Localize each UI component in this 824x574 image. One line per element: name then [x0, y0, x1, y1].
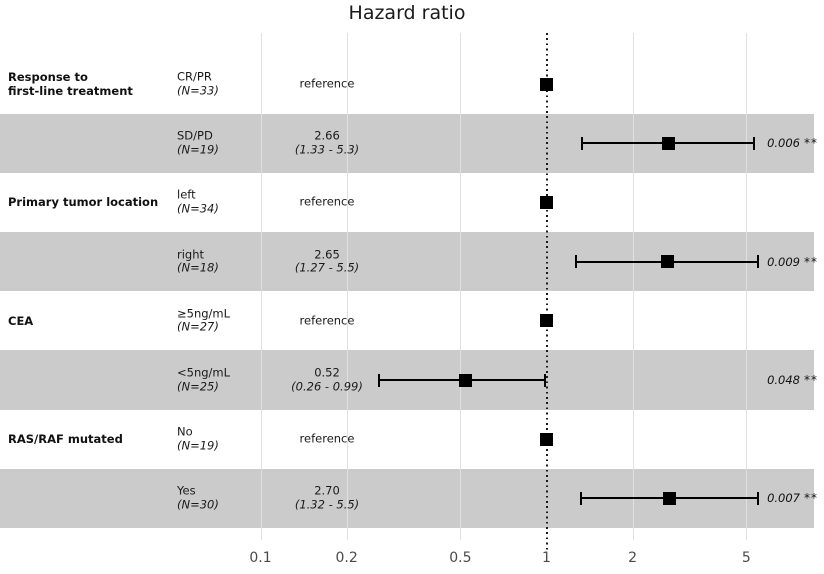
level-block: CR/PR (N=33) [177, 69, 219, 98]
estimate-block: reference [300, 77, 355, 91]
ci-cap-right [752, 136, 755, 150]
ci-label: (1.27 - 5.5) [294, 260, 360, 275]
level-label: right [177, 247, 205, 262]
gridline [346, 33, 348, 540]
hr-marker [540, 195, 553, 209]
variable-label: RAS/RAF mutated [8, 432, 123, 447]
estimate-block: 2.66 (1.33 - 5.3) [294, 128, 360, 157]
hr-marker [661, 136, 675, 150]
hr-marker [458, 373, 472, 387]
p-value-block: 0.048 ** [767, 373, 818, 387]
estimate-label: reference [299, 194, 355, 209]
gridline [460, 33, 462, 540]
n-label: (N=18) [177, 260, 219, 275]
estimate-block: reference [300, 314, 355, 328]
gridline [632, 33, 634, 540]
gridline [260, 33, 262, 540]
estimate-block: 2.65 (1.27 - 5.5) [295, 248, 359, 275]
hr-marker [663, 491, 677, 505]
significance-stars: ** [804, 254, 818, 269]
p-value: 0.048 [767, 373, 800, 387]
n-label: (N=27) [177, 319, 219, 334]
estimate-block: 0.52 (0.26 - 0.99) [291, 365, 363, 394]
n-label: (N=34) [177, 201, 219, 216]
level-label: Yes [177, 483, 196, 498]
estimate-label: reference [299, 431, 355, 446]
hr-marker [540, 314, 553, 328]
ci-cap-left [378, 373, 381, 387]
ci-cap-right [757, 255, 760, 269]
ci-cap-left [579, 491, 582, 505]
estimate-label: 2.66 [314, 128, 340, 143]
ci-cap-left [575, 255, 578, 269]
estimate-label: 2.70 [314, 483, 340, 498]
level-block: SD/PD (N=19) [177, 128, 219, 157]
level-block: No (N=19) [177, 424, 219, 453]
n-label: (N=19) [177, 438, 219, 453]
ci-cap-left [580, 136, 583, 150]
level-block: ≥5ng/mL (N=27) [177, 307, 230, 334]
n-label: (N=19) [177, 142, 219, 157]
x-tick-label: 0.2 [335, 550, 358, 566]
variable-label: Response to first-line treatment [8, 70, 133, 98]
n-label: (N=25) [177, 379, 219, 393]
significance-stars: ** [804, 136, 818, 151]
estimate-block: reference [299, 194, 355, 210]
p-value-block: 0.007 ** [767, 491, 818, 505]
hr-marker [661, 255, 675, 269]
level-label: SD/PD [177, 128, 213, 143]
level-label: <5ng/mL [177, 365, 231, 380]
x-tick-label: 2 [628, 550, 638, 566]
ci-cap-right [757, 491, 760, 505]
ci-label: (1.33 - 5.3) [294, 142, 360, 157]
estimate-block: reference [300, 432, 355, 446]
reference-line [545, 33, 548, 553]
x-tick-label: 1 [542, 550, 551, 566]
estimate-label: reference [299, 313, 355, 328]
level-block: <5ng/mL (N=25) [177, 365, 231, 394]
p-value: 0.009 [767, 254, 800, 269]
level-block: right (N=18) [177, 248, 219, 275]
level-label: No [177, 424, 193, 439]
variable-label: CEA [8, 313, 34, 328]
x-tick-label: 0.1 [249, 550, 272, 566]
level-label: CR/PR [177, 69, 212, 84]
n-label: (N=30) [177, 497, 219, 512]
significance-stars: ** [804, 491, 818, 506]
hr-marker [540, 77, 553, 91]
level-label: ≥5ng/mL [177, 306, 231, 321]
p-value: 0.007 [767, 491, 800, 506]
p-value-block: 0.006 ** [767, 136, 818, 150]
significance-stars: ** [804, 373, 818, 387]
estimate-label: 0.52 [314, 365, 340, 380]
level-label: left [177, 187, 196, 202]
gridline [746, 33, 748, 540]
x-tick-label: 0.5 [449, 550, 472, 566]
hr-marker [540, 432, 553, 446]
estimate-block: 2.70 (1.32 - 5.5) [294, 483, 360, 512]
ci-cap-right [544, 373, 547, 387]
level-block: left (N=34) [177, 187, 219, 216]
level-block: Yes (N=30) [177, 483, 219, 512]
p-value: 0.006 [767, 136, 800, 151]
n-label: (N=33) [177, 83, 219, 97]
chart-title: Hazard ratio [348, 2, 466, 24]
ci-label: (0.26 - 0.99) [291, 379, 363, 393]
variable-label: Primary tumor location [8, 195, 159, 210]
p-value-block: 0.009 ** [767, 255, 818, 269]
estimate-label: reference [299, 76, 355, 91]
estimate-label: 2.65 [314, 247, 340, 262]
x-tick-label: 5 [741, 550, 751, 566]
ci-label: (1.32 - 5.5) [294, 497, 360, 512]
